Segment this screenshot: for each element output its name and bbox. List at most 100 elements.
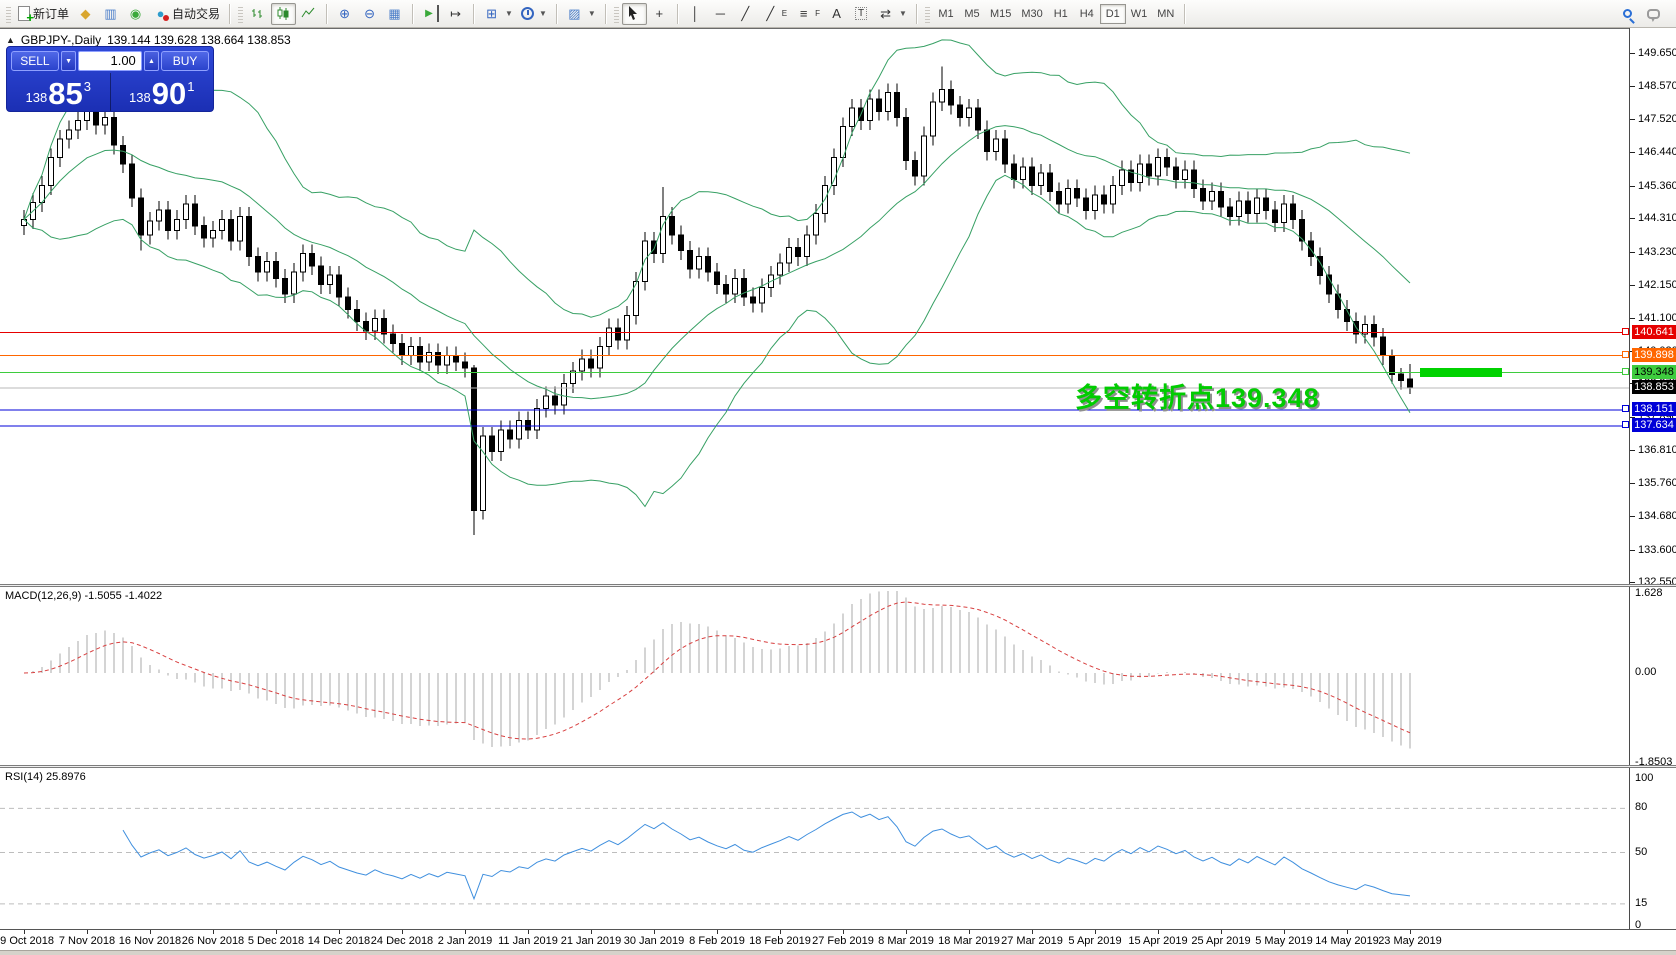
buy-price-button[interactable]: 138 90 1 bbox=[109, 73, 214, 111]
line-anchor-square[interactable] bbox=[1622, 328, 1629, 335]
templates-button[interactable]: ▨ ▼ bbox=[562, 3, 600, 25]
volume-input[interactable]: 1.00 bbox=[78, 51, 142, 71]
candle bbox=[417, 337, 423, 372]
line-anchor-square[interactable] bbox=[1622, 405, 1629, 412]
metaeditor-button[interactable]: ◆ bbox=[73, 3, 98, 25]
volume-increase-button[interactable]: ▲ bbox=[143, 51, 160, 71]
rsi-axis-label: 100 bbox=[1635, 772, 1654, 784]
buy-button[interactable]: BUY bbox=[161, 51, 210, 71]
profiles-button[interactable]: ▼ bbox=[517, 3, 551, 25]
price-tick-label: 144.310 bbox=[1638, 212, 1676, 224]
candle bbox=[1254, 188, 1260, 223]
new-order-icon bbox=[18, 6, 34, 25]
sell-price-button[interactable]: 138 85 3 bbox=[7, 73, 110, 111]
auto-scroll-button[interactable]: ▶ bbox=[418, 3, 443, 25]
ohlc-values: 139.144 139.628 138.664 138.853 bbox=[107, 33, 291, 47]
candle bbox=[1191, 160, 1197, 198]
candle bbox=[291, 262, 297, 304]
pane-divider-rsi[interactable] bbox=[0, 765, 1676, 768]
timeframe-button-m30[interactable]: M30 bbox=[1021, 7, 1043, 20]
main-chart-pane[interactable] bbox=[0, 29, 1629, 585]
crosshair-tool-button[interactable]: + bbox=[647, 3, 672, 25]
volume-decrease-button[interactable]: ▼ bbox=[60, 51, 77, 71]
timeframe-button-h4[interactable]: H4 bbox=[1079, 7, 1094, 20]
line-anchor-square[interactable] bbox=[1622, 351, 1629, 358]
market-watch-button[interactable]: ▥ bbox=[98, 3, 123, 25]
candle bbox=[228, 210, 234, 251]
zoom-out-button[interactable]: ⊖ bbox=[357, 3, 382, 25]
date-axis[interactable]: 29 Oct 2018 7 Nov 2018 16 Nov 2018 26 Nov 2… bbox=[0, 929, 1676, 950]
toolbar-separator bbox=[473, 3, 475, 24]
chat-button[interactable] bbox=[1641, 3, 1665, 25]
trendline-tool-button[interactable]: ╱ bbox=[733, 3, 758, 25]
rsi-axis-label: 80 bbox=[1635, 801, 1648, 813]
candle bbox=[1011, 154, 1017, 189]
timeframe-button-m1[interactable]: M1 bbox=[938, 7, 954, 20]
candlestick-chart-button[interactable] bbox=[271, 2, 297, 25]
arrows-tool-button[interactable]: ⇄ ▼ bbox=[873, 3, 911, 25]
candle bbox=[273, 252, 279, 288]
timeframe-button-mn[interactable]: MN bbox=[1157, 7, 1175, 20]
chart-annotation-text[interactable]: 多空转折点139.348 bbox=[1075, 383, 1320, 413]
candle bbox=[552, 386, 558, 415]
candle bbox=[813, 204, 819, 245]
fibonacci-tool-button[interactable]: ≡ F bbox=[791, 3, 824, 25]
trend-segment-line[interactable] bbox=[1420, 368, 1502, 377]
timeframe-button-d1[interactable]: D1 bbox=[1099, 3, 1126, 24]
text-tool-button[interactable]: A bbox=[824, 3, 849, 25]
toolbar-grip[interactable] bbox=[238, 4, 244, 23]
date-label: 18 Feb 2019 bbox=[749, 935, 811, 947]
pane-divider-macd[interactable] bbox=[0, 584, 1676, 587]
tile-windows-icon: ▦ bbox=[388, 6, 401, 21]
zoom-in-button[interactable]: ⊕ bbox=[332, 3, 357, 25]
toolbar-grip[interactable] bbox=[613, 4, 619, 23]
cursor-icon bbox=[628, 6, 637, 20]
toolbar-grip[interactable] bbox=[6, 4, 11, 23]
candle bbox=[201, 216, 207, 248]
search-button[interactable] bbox=[1617, 3, 1641, 25]
cursor-tool-button[interactable] bbox=[621, 2, 647, 25]
bar-chart-button[interactable] bbox=[246, 3, 271, 25]
timeframe-button-w1[interactable]: W1 bbox=[1130, 7, 1148, 20]
text-tool-icon: A bbox=[832, 6, 841, 21]
label-tool-button[interactable]: T bbox=[849, 3, 873, 25]
timeframe-button-h1[interactable]: H1 bbox=[1053, 7, 1068, 20]
toolbar: 新订单 ◆ ▥ ◉ ● 自动交易 ⊕ ⊖ ▦ ▶ ↦ ⊞▼ ▼ ▨▼ bbox=[0, 0, 1676, 28]
candle bbox=[678, 225, 684, 260]
date-tick-mark bbox=[906, 930, 907, 934]
candle bbox=[129, 154, 135, 208]
channel-tool-button[interactable]: ╱ E bbox=[758, 3, 791, 25]
candle bbox=[786, 238, 792, 273]
line-chart-button[interactable] bbox=[296, 3, 321, 25]
tile-windows-button[interactable]: ▦ bbox=[382, 3, 407, 25]
price-tick-label: 145.360 bbox=[1638, 180, 1676, 192]
horizontal-line-tool-button[interactable]: ─ bbox=[708, 3, 733, 25]
line-anchor-square[interactable] bbox=[1622, 421, 1629, 428]
candle bbox=[147, 211, 153, 245]
signals-button[interactable]: ◉ bbox=[123, 3, 148, 25]
autotrading-button[interactable]: ● 自动交易 bbox=[148, 3, 224, 25]
toolbar-grip[interactable] bbox=[924, 4, 930, 23]
candle bbox=[111, 108, 117, 155]
new-chart-button[interactable]: ⊞ ▼ bbox=[479, 3, 517, 25]
sell-button[interactable]: SELL bbox=[11, 51, 59, 71]
vertical-line-icon: │ bbox=[691, 6, 700, 21]
line-anchor-square[interactable] bbox=[1622, 368, 1629, 375]
candle bbox=[444, 346, 450, 375]
candle bbox=[1083, 188, 1089, 220]
timeframe-button-m15[interactable]: M15 bbox=[989, 7, 1012, 20]
chart-shift-button[interactable]: ↦ bbox=[443, 3, 468, 25]
rsi-pane[interactable] bbox=[0, 769, 1629, 930]
new-order-button[interactable]: 新订单 bbox=[14, 3, 73, 25]
line-chart-icon bbox=[301, 7, 315, 18]
timeframe-button-m5[interactable]: M5 bbox=[964, 7, 980, 20]
price-axis[interactable]: 149.650 148.570 147.520 146.440 145.360 144.3… bbox=[1622, 28, 1676, 950]
candle bbox=[1056, 182, 1062, 214]
vertical-line-tool-button[interactable]: │ bbox=[683, 3, 708, 25]
date-tick-mark bbox=[87, 930, 88, 934]
candle bbox=[597, 337, 603, 378]
macd-pane[interactable] bbox=[0, 588, 1629, 766]
candle bbox=[210, 221, 216, 248]
metaeditor-icon: ◆ bbox=[80, 6, 91, 21]
candle bbox=[741, 269, 747, 307]
